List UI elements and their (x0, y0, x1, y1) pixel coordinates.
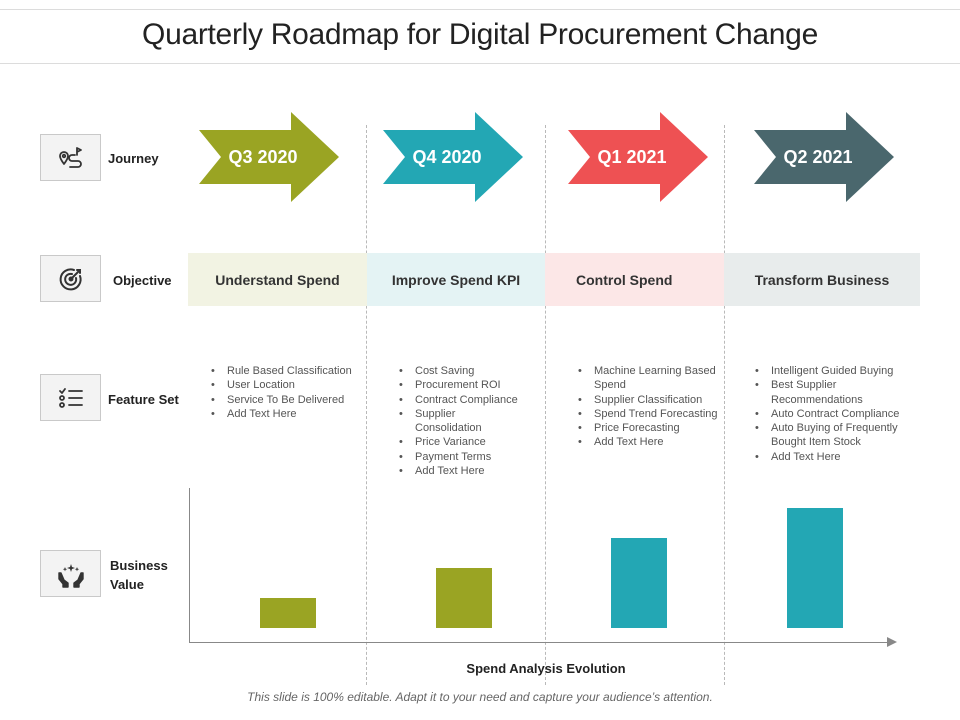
title-top-rule (0, 9, 960, 10)
arrow-shape (754, 112, 894, 202)
chart-y-axis (189, 488, 190, 643)
feature-item: Spend Trend Forecasting (576, 407, 722, 422)
objective-text: Transform Business (754, 271, 890, 288)
feature-item: Machine Learning Based Spend (576, 364, 722, 393)
feature-item: Payment Terms (397, 450, 537, 465)
business-value-label: Business Value (110, 556, 168, 594)
feature-item: Rule Based Classification (209, 364, 359, 379)
feature-item: Add Text Here (576, 435, 722, 450)
bar-q2-2021 (787, 508, 843, 628)
feature-list-q4-2020: Cost Saving Procurement ROI Contract Com… (397, 364, 537, 479)
arrow-label: Q4 2020 (412, 147, 482, 167)
column-divider (724, 125, 725, 685)
arrow-q1-2021: Q1 2021 (568, 112, 708, 202)
feature-item: Auto Contract Compliance (753, 407, 905, 422)
arrow-q4-2020: Q4 2020 (383, 112, 523, 202)
feature-list-q1-2021: Machine Learning Based Spend Supplier Cl… (576, 364, 722, 450)
bar-q4-2020 (436, 568, 492, 628)
bar-q3-2020 (260, 598, 316, 628)
feature-item: Add Text Here (753, 450, 905, 465)
column-divider (366, 125, 367, 685)
column-divider (545, 125, 546, 685)
bar-q1-2021 (611, 538, 667, 628)
page-title: Quarterly Roadmap for Digital Procuremen… (142, 18, 818, 51)
target-icon (40, 255, 101, 302)
chart-x-axis-label: Spend Analysis Evolution (466, 661, 626, 676)
journey-label: Journey (108, 151, 159, 166)
feature-list-q2-2021: Intelligent Guided Buying Best Supplier … (753, 364, 905, 464)
arrow-label: Q3 2020 (228, 147, 298, 167)
objective-text: Improve Spend KPI (391, 271, 521, 288)
feature-item: Contract Compliance (397, 393, 537, 408)
arrow-shape (568, 112, 708, 202)
feature-item: Best Supplier Recommendations (753, 378, 863, 407)
business-value-label-line1: Business (110, 558, 168, 573)
feature-item: Service To Be Delivered (209, 393, 359, 408)
feature-item: Auto Buying of Frequently Bought Item St… (753, 421, 905, 450)
footer-note: This slide is 100% editable. Adapt it to… (247, 690, 713, 704)
feature-item: Supplier Classification (576, 393, 722, 408)
hands-sparkle-icon (40, 550, 101, 597)
arrow-label: Q2 2021 (783, 147, 853, 167)
feature-item: Price Variance (397, 435, 537, 450)
feature-item: Add Text Here (209, 407, 359, 422)
objective-band-q3-2020: Understand Spend (188, 253, 367, 306)
objective-label: Objective (113, 273, 172, 288)
objective-band-q2-2021: Transform Business (724, 253, 920, 306)
arrow-label: Q1 2021 (597, 147, 667, 167)
route-pin-icon (40, 134, 101, 181)
checklist-icon (40, 374, 101, 421)
feature-item: Procurement ROI (397, 378, 537, 393)
business-value-label-line2: Value (110, 577, 144, 592)
objective-text: Control Spend (576, 271, 673, 288)
feature-set-label: Feature Set (108, 392, 179, 407)
feature-item: Supplier Consolidation (397, 407, 497, 436)
feature-list-q3-2020: Rule Based Classification User Location … (209, 364, 359, 421)
feature-item: User Location (209, 378, 359, 393)
objective-band-q1-2021: Control Spend (545, 253, 724, 306)
objective-band-q4-2020: Improve Spend KPI (367, 253, 545, 306)
title-bottom-rule (0, 63, 960, 64)
arrow-shape (383, 112, 523, 202)
objective-text: Understand Spend (215, 271, 340, 288)
feature-item: Intelligent Guided Buying (753, 364, 905, 379)
chart-x-axis (189, 642, 891, 643)
arrow-shape (199, 112, 339, 202)
x-axis-arrowhead (887, 637, 897, 647)
feature-item: Add Text Here (397, 464, 537, 479)
feature-item: Cost Saving (397, 364, 537, 379)
arrow-q3-2020: Q3 2020 (199, 112, 339, 202)
feature-item: Price Forecasting (576, 421, 722, 436)
arrow-q2-2021: Q2 2021 (754, 112, 894, 202)
